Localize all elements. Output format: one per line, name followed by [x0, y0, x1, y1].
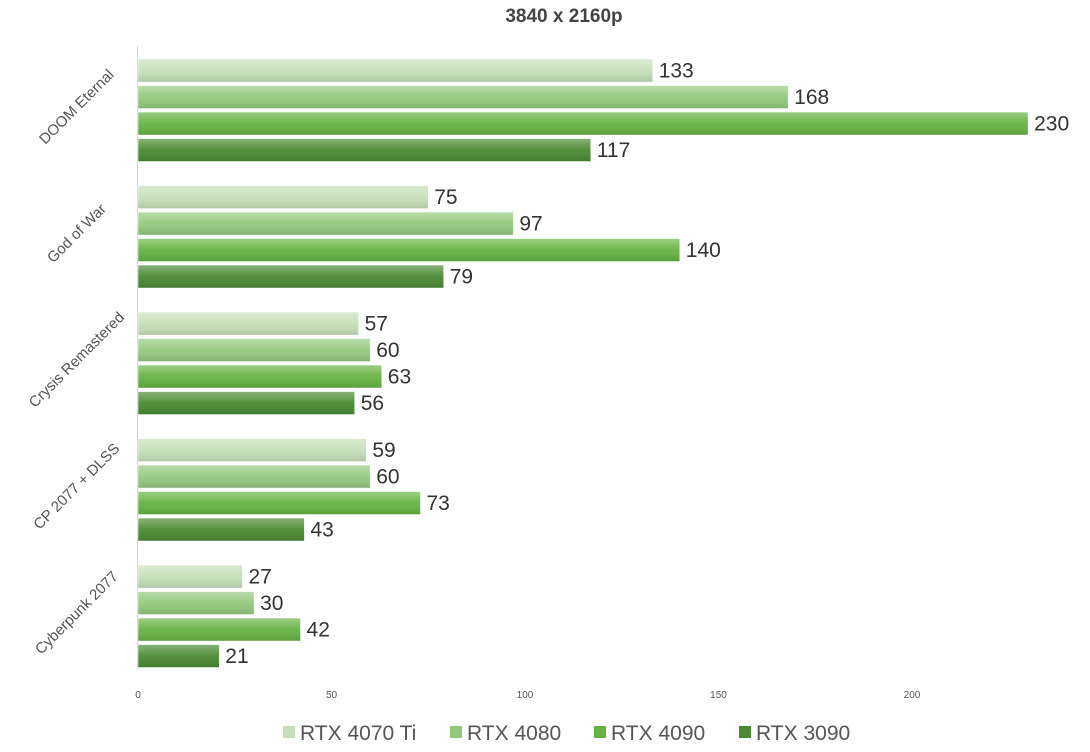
bar-cp-2077-dlss-rtx-4090-shading — [138, 491, 421, 515]
bar-doom-eternal-rtx-3090-shading — [138, 138, 591, 162]
bar-cp-2077-dlss-rtx-4070-ti-shading — [138, 438, 367, 462]
data-label-god-of-war-rtx-4070-ti: 75 — [434, 186, 457, 209]
bar-cyberpunk-2077-rtx-4090-shading — [138, 618, 301, 641]
data-label-crysis-remastered-rtx-4070-ti: 57 — [365, 313, 388, 336]
category-label-cp-2077-dlss: CP 2077 + DLSS — [30, 440, 123, 533]
bar-god-of-war-rtx-4070-ti-shading — [138, 185, 429, 209]
data-label-god-of-war-rtx-4090: 140 — [686, 239, 721, 262]
legend-swatch-rtx-4090 — [594, 726, 606, 738]
x-tick-label-50: 50 — [326, 690, 338, 701]
data-label-cyberpunk-2077-rtx-4080: 30 — [260, 592, 283, 615]
bar-cyberpunk-2077-rtx-4070-ti-shading — [138, 565, 243, 588]
data-label-cyberpunk-2077-rtx-4090: 42 — [307, 619, 330, 642]
category-label-crysis-remastered: Crysis Remastered — [26, 309, 128, 411]
bar-god-of-war-rtx-4080-shading — [138, 212, 514, 235]
bar-god-of-war-rtx-3090-shading — [138, 265, 444, 288]
data-label-god-of-war-rtx-4080: 97 — [519, 213, 542, 236]
data-label-doom-eternal-rtx-4090: 230 — [1034, 113, 1069, 136]
bar-doom-eternal-rtx-4090-shading — [138, 112, 1029, 135]
x-tick-label-200: 200 — [904, 690, 921, 701]
bar-doom-eternal-rtx-4080-shading — [138, 85, 789, 109]
chart-title: 3840 x 2160p — [505, 6, 622, 27]
bar-cp-2077-dlss-rtx-3090-shading — [138, 518, 305, 541]
bar-cp-2077-dlss-rtx-4080-shading — [138, 465, 371, 488]
data-label-doom-eternal-rtx-3090: 117 — [597, 139, 630, 162]
data-label-crysis-remastered-rtx-4080: 60 — [376, 339, 399, 362]
x-tick-label-150: 150 — [710, 690, 727, 701]
bar-doom-eternal-rtx-4070-ti-shading — [138, 59, 653, 82]
bar-crysis-remastered-rtx-4080-shading — [138, 338, 371, 362]
bar-cyberpunk-2077-rtx-4080-shading — [138, 591, 255, 615]
legend-label-rtx-4080: RTX 4080 — [467, 722, 561, 745]
legend-swatch-rtx-3090 — [739, 726, 751, 738]
x-tick-label-0: 0 — [135, 690, 141, 701]
data-label-god-of-war-rtx-3090: 79 — [450, 266, 473, 289]
bar-crysis-remastered-rtx-4070-ti-shading — [138, 312, 359, 335]
legend-swatch-rtx-4080 — [450, 726, 462, 738]
bar-cyberpunk-2077-rtx-3090-shading — [138, 644, 220, 668]
data-label-cp-2077-dlss-rtx-4070-ti: 59 — [372, 439, 395, 462]
legend-label-rtx-3090: RTX 3090 — [756, 722, 850, 745]
data-label-crysis-remastered-rtx-3090: 56 — [361, 392, 384, 415]
data-label-cyberpunk-2077-rtx-4070-ti: 27 — [248, 566, 271, 589]
data-label-crysis-remastered-rtx-4090: 63 — [388, 366, 411, 389]
bar-god-of-war-rtx-4090-shading — [138, 238, 680, 262]
data-label-doom-eternal-rtx-4070-ti: 133 — [659, 60, 694, 83]
data-label-cp-2077-dlss-rtx-4090: 73 — [427, 492, 450, 515]
data-label-cp-2077-dlss-rtx-4080: 60 — [376, 466, 399, 489]
data-label-cyberpunk-2077-rtx-3090: 21 — [225, 645, 248, 668]
category-label-cyberpunk-2077: Cyberpunk 2077 — [32, 568, 122, 658]
bar-crysis-remastered-rtx-3090-shading — [138, 391, 355, 415]
category-label-doom-eternal: DOOM Eternal — [36, 66, 118, 148]
legend: RTX 4070 Ti RTX 4080 RTX 4090 RTX 3090 — [283, 722, 850, 745]
data-label-cp-2077-dlss-rtx-3090: 43 — [310, 519, 333, 542]
data-label-doom-eternal-rtx-4080: 168 — [794, 86, 829, 109]
legend-swatch-rtx-4070-ti — [283, 726, 295, 738]
x-tick-label-100: 100 — [517, 690, 534, 701]
legend-label-rtx-4090: RTX 4090 — [611, 722, 705, 745]
legend-label-rtx-4070-ti: RTX 4070 Ti — [300, 722, 416, 745]
category-label-god-of-war: God of War — [44, 201, 110, 267]
bar-crysis-remastered-rtx-4090-shading — [138, 365, 382, 388]
